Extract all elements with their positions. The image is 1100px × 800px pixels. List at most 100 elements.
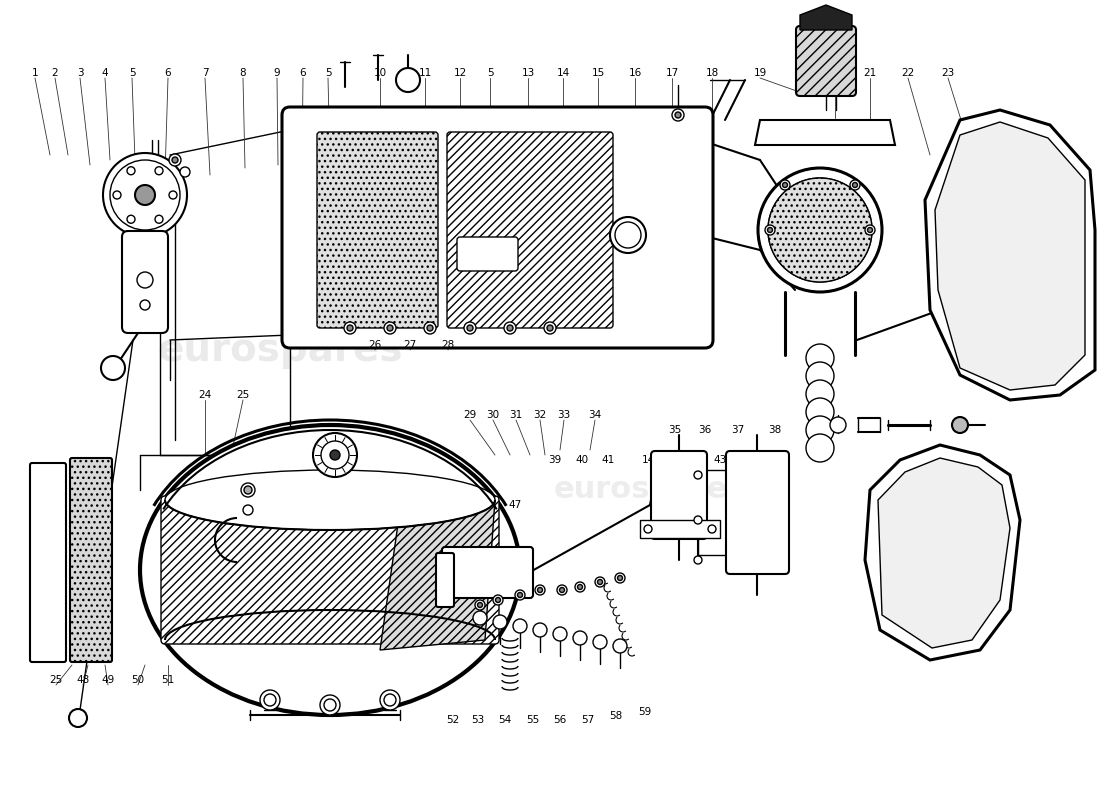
Circle shape [613, 639, 627, 653]
Circle shape [806, 416, 834, 444]
Circle shape [560, 587, 564, 593]
Text: 26: 26 [368, 340, 382, 350]
Circle shape [535, 585, 544, 595]
Circle shape [264, 694, 276, 706]
Text: 51: 51 [162, 675, 175, 685]
FancyBboxPatch shape [436, 553, 454, 607]
Text: 22: 22 [901, 68, 914, 78]
Circle shape [260, 690, 280, 710]
Circle shape [495, 598, 500, 602]
Text: 16: 16 [628, 68, 641, 78]
Circle shape [504, 322, 516, 334]
Text: 45: 45 [456, 520, 470, 530]
Text: 35: 35 [669, 425, 682, 435]
Circle shape [517, 593, 522, 598]
Circle shape [850, 180, 860, 190]
Circle shape [553, 627, 566, 641]
Circle shape [475, 600, 485, 610]
Text: 1: 1 [32, 68, 39, 78]
Text: 24: 24 [198, 390, 211, 400]
Circle shape [573, 631, 587, 645]
Circle shape [321, 441, 349, 469]
Circle shape [597, 579, 603, 585]
Circle shape [155, 166, 163, 174]
Circle shape [387, 325, 393, 331]
Text: 50: 50 [131, 675, 144, 685]
Circle shape [547, 325, 553, 331]
Circle shape [644, 525, 652, 533]
Circle shape [379, 690, 400, 710]
Circle shape [126, 215, 135, 223]
Circle shape [126, 166, 135, 174]
Circle shape [169, 191, 177, 199]
Text: 31: 31 [509, 410, 522, 420]
Circle shape [806, 362, 834, 390]
Text: 42: 42 [685, 455, 698, 465]
Text: 20: 20 [799, 68, 812, 78]
FancyBboxPatch shape [70, 458, 112, 662]
Text: 14: 14 [557, 68, 570, 78]
Circle shape [155, 215, 163, 223]
Bar [640, 520, 720, 538]
Circle shape [780, 180, 790, 190]
Circle shape [138, 272, 153, 288]
Circle shape [424, 322, 436, 334]
Ellipse shape [165, 470, 495, 530]
Circle shape [672, 109, 684, 121]
Circle shape [113, 191, 121, 199]
Polygon shape [925, 110, 1094, 400]
Circle shape [764, 225, 776, 235]
Text: 34: 34 [588, 410, 602, 420]
Text: 13: 13 [521, 68, 535, 78]
Text: 25: 25 [236, 390, 250, 400]
Circle shape [694, 556, 702, 564]
Text: 54: 54 [498, 715, 512, 725]
Circle shape [952, 417, 968, 433]
Circle shape [172, 157, 178, 163]
Circle shape [538, 587, 542, 593]
Polygon shape [865, 445, 1020, 660]
Circle shape [615, 222, 641, 248]
Circle shape [110, 160, 180, 230]
Polygon shape [935, 122, 1085, 390]
FancyBboxPatch shape [447, 132, 613, 328]
Circle shape [330, 450, 340, 460]
Ellipse shape [140, 425, 520, 715]
Text: 7: 7 [201, 68, 208, 78]
Text: 23: 23 [942, 68, 955, 78]
Text: 53: 53 [472, 715, 485, 725]
Circle shape [806, 398, 834, 426]
Text: 27: 27 [404, 340, 417, 350]
Text: 49: 49 [101, 675, 114, 685]
Circle shape [534, 623, 547, 637]
Circle shape [241, 483, 255, 497]
Circle shape [169, 154, 182, 166]
Text: 4: 4 [101, 68, 108, 78]
Text: 40: 40 [575, 455, 589, 465]
Text: 5: 5 [832, 68, 838, 78]
Circle shape [135, 185, 155, 205]
Circle shape [344, 322, 356, 334]
Circle shape [346, 325, 353, 331]
Text: 11: 11 [418, 68, 431, 78]
Circle shape [557, 585, 566, 595]
FancyBboxPatch shape [651, 451, 707, 539]
Polygon shape [800, 5, 852, 30]
Circle shape [578, 585, 583, 590]
Circle shape [595, 577, 605, 587]
Text: 17: 17 [666, 68, 679, 78]
Circle shape [384, 322, 396, 334]
Text: 3: 3 [77, 68, 84, 78]
Circle shape [477, 602, 483, 607]
FancyBboxPatch shape [317, 132, 438, 328]
Circle shape [324, 699, 336, 711]
Circle shape [768, 178, 872, 282]
Circle shape [101, 356, 125, 380]
Circle shape [544, 322, 556, 334]
FancyBboxPatch shape [122, 231, 168, 333]
Text: 18: 18 [705, 68, 718, 78]
FancyBboxPatch shape [442, 547, 534, 598]
Circle shape [758, 168, 882, 292]
Circle shape [865, 225, 874, 235]
Text: 57: 57 [582, 715, 595, 725]
